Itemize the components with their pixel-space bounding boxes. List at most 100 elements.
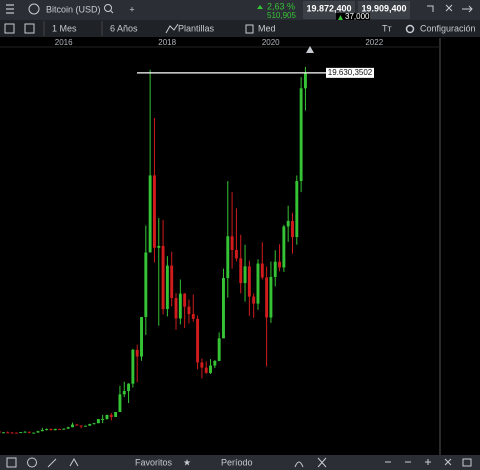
candle-body	[204, 367, 208, 373]
range[interactable]: 6 Años	[110, 23, 138, 33]
candle-body	[83, 425, 87, 427]
candle-body	[282, 226, 286, 268]
candle-body	[114, 412, 118, 417]
candle-body	[140, 316, 143, 357]
candle-body	[71, 424, 74, 428]
window-icons[interactable]	[427, 4, 473, 13]
candle-body	[148, 175, 152, 253]
add-button[interactable]: +	[129, 4, 134, 14]
candle-body	[36, 431, 40, 433]
x-tick-label: 2016	[55, 38, 73, 47]
candle-body	[260, 263, 264, 278]
candle-body	[105, 414, 109, 420]
candle-body	[88, 424, 92, 426]
candle-body	[19, 432, 23, 434]
buy-price[interactable]: 19.909,400	[361, 3, 406, 13]
instrument-icon	[28, 3, 40, 15]
candle-body	[96, 419, 100, 424]
spread: 37,000	[345, 12, 370, 21]
sell-price[interactable]: 19.872,400	[306, 3, 351, 13]
candle-body	[66, 427, 70, 429]
candle-body	[247, 266, 251, 297]
spread-box	[336, 13, 370, 21]
interval[interactable]: 1 Mes	[52, 23, 77, 33]
toolbar	[0, 20, 480, 37]
candle-body	[45, 429, 49, 431]
candle-body	[144, 252, 148, 317]
candle-body	[239, 258, 243, 284]
candle-body	[75, 424, 79, 426]
x-tick-label: 2022	[365, 38, 383, 47]
candle-body	[49, 429, 53, 431]
footer-tools[interactable]	[294, 457, 472, 468]
candle-body	[2, 432, 5, 434]
change-pct: 2,63 %	[267, 1, 295, 11]
x-tick-label: 2020	[262, 38, 280, 47]
grid-icon[interactable]	[24, 23, 35, 34]
settings-icon	[405, 24, 415, 34]
candle-body	[252, 296, 256, 304]
candle-body	[58, 428, 62, 430]
candle-body	[170, 265, 174, 299]
layout-icon[interactable]	[4, 23, 15, 34]
candle-body	[10, 432, 14, 434]
settings[interactable]: Configuración	[420, 23, 476, 33]
candle-body	[196, 318, 200, 363]
candle-body	[127, 383, 131, 392]
spread-arrow	[338, 15, 343, 20]
candle-body	[122, 391, 126, 395]
candle-body	[62, 428, 66, 430]
candle-body	[92, 423, 96, 425]
candle-body	[131, 349, 135, 384]
buy-box[interactable]	[358, 1, 410, 19]
candle-body	[118, 394, 122, 413]
candle-body	[295, 181, 299, 238]
candle-body	[178, 293, 182, 319]
candle-body	[32, 432, 36, 434]
candle-body	[273, 261, 277, 277]
scroll-marker[interactable]	[306, 46, 314, 53]
candle-body	[222, 278, 225, 339]
candle-body	[152, 175, 156, 248]
candle-body	[187, 306, 191, 315]
text-tool[interactable]: Tт	[382, 23, 392, 33]
last-price-label: 19.630,3502	[328, 68, 373, 77]
candle-body	[109, 414, 113, 417]
menu-icon[interactable]	[6, 4, 14, 14]
candle-body	[217, 338, 221, 361]
candle-body	[234, 250, 238, 259]
candle-body	[243, 266, 247, 284]
candle-body	[6, 432, 10, 434]
templates[interactable]: Plantillas	[178, 23, 215, 33]
candle-body	[303, 72, 307, 89]
candle-body	[191, 314, 195, 319]
candle-body	[230, 236, 234, 251]
x-tick-label: 2018	[158, 38, 176, 47]
up-arrow	[257, 5, 263, 9]
favorites[interactable]: Favoritos	[135, 457, 173, 467]
templates-icon	[165, 23, 179, 34]
search-icon[interactable]	[104, 4, 114, 14]
instrument-name[interactable]: Bitcoin (USD)	[46, 4, 101, 14]
change-abs: 510,905	[267, 11, 296, 20]
candle-body	[101, 419, 105, 421]
candle-body	[161, 245, 165, 310]
last-price-box	[326, 67, 374, 78]
price-type[interactable]: Med	[258, 23, 276, 33]
star-icon[interactable]: ★	[183, 457, 191, 467]
period[interactable]: Período	[221, 457, 253, 467]
candle-body	[299, 88, 303, 182]
candle-body	[286, 220, 290, 227]
candle-body	[79, 425, 83, 427]
candle-body	[23, 431, 27, 433]
price-type-icon	[245, 24, 254, 34]
candle-body	[213, 360, 217, 366]
candle-body	[183, 293, 187, 307]
footer-bar	[0, 455, 480, 470]
candle-body	[291, 220, 294, 238]
candle-body	[53, 428, 57, 431]
footer-icons[interactable]	[6, 457, 79, 468]
